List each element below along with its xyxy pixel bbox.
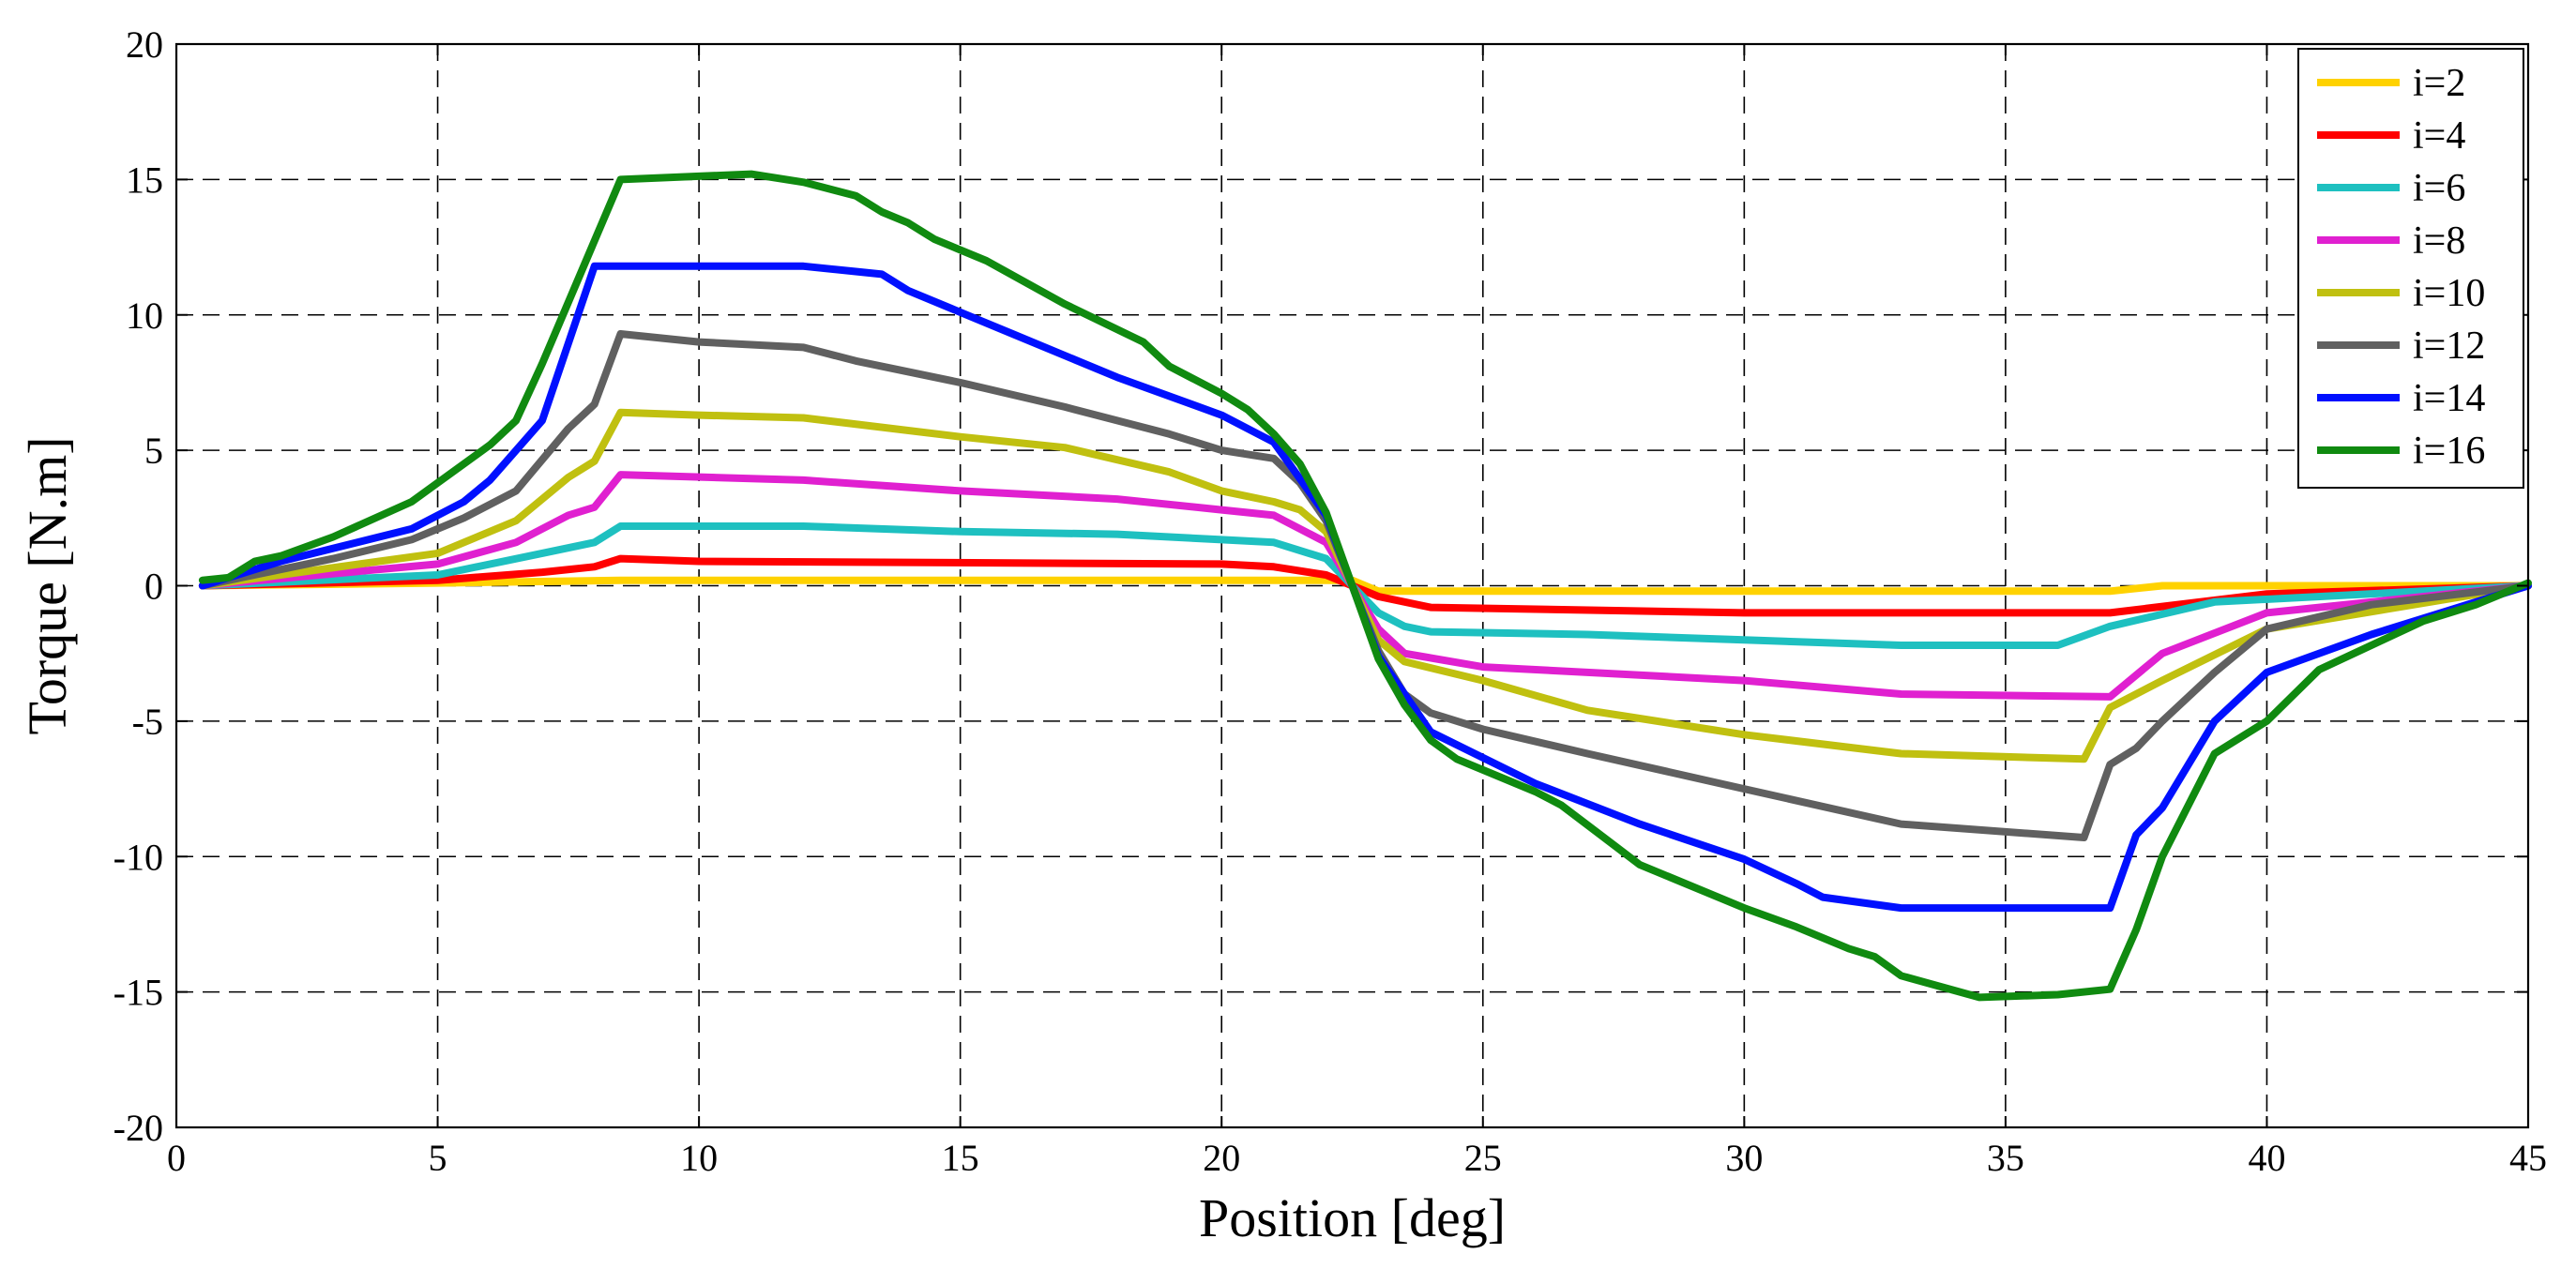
y-axis-label: Torque [N.m]: [17, 436, 78, 734]
legend-label: i=16: [2413, 430, 2485, 473]
series-line-i-2: [198, 576, 2532, 596]
x-tick-label: 35: [1987, 1137, 2024, 1179]
x-tick-label: 45: [2509, 1137, 2547, 1179]
legend: i=2 i=4 i=6 i=8 i=10 i=12 i=14 i=16: [2297, 48, 2524, 489]
series-line-i-10: [198, 408, 2532, 763]
x-tick-label: 20: [1203, 1137, 1240, 1179]
y-tick-label: -10: [114, 836, 163, 878]
x-tick-label: 0: [167, 1137, 186, 1179]
x-tick-label: 25: [1464, 1137, 1502, 1179]
x-tick-label: 5: [429, 1137, 447, 1179]
y-tick-label: 10: [126, 295, 163, 337]
x-axis-label: Position [deg]: [1199, 1187, 1506, 1248]
y-tick-label: -15: [114, 972, 163, 1014]
x-tick-label: 10: [680, 1137, 718, 1179]
legend-label: i=14: [2413, 377, 2485, 420]
series-line-i-8: [198, 471, 2532, 701]
legend-label: i=2: [2413, 62, 2465, 105]
legend-label: i=8: [2413, 219, 2465, 263]
legend-label: i=10: [2413, 272, 2485, 315]
legend-label: i=6: [2413, 167, 2465, 210]
y-tick-label: 20: [126, 23, 163, 66]
legend-label: i=12: [2413, 325, 2485, 368]
y-tick-label: 5: [144, 430, 163, 472]
x-tick-label: 40: [2248, 1137, 2285, 1179]
ticks: 0 5 10 15 20 25 30 35 40 45 20 15 10 5 0 -5 -10 -15 -20: [114, 23, 2547, 1179]
x-tick-label: 30: [1725, 1137, 1763, 1179]
series-line-i-4: [198, 554, 2532, 617]
y-tick-label: 15: [126, 159, 163, 201]
legend-label: i=4: [2413, 114, 2465, 158]
y-tick-label: -5: [132, 701, 163, 743]
y-tick-label: -20: [114, 1107, 163, 1149]
y-tick-label: 0: [144, 566, 163, 608]
series-line-i-16: [198, 170, 2532, 1002]
series-line-i-6: [198, 522, 2532, 649]
legend-box: [2297, 48, 2524, 489]
x-tick-label: 15: [942, 1137, 979, 1179]
series-layer: [198, 170, 2532, 1002]
